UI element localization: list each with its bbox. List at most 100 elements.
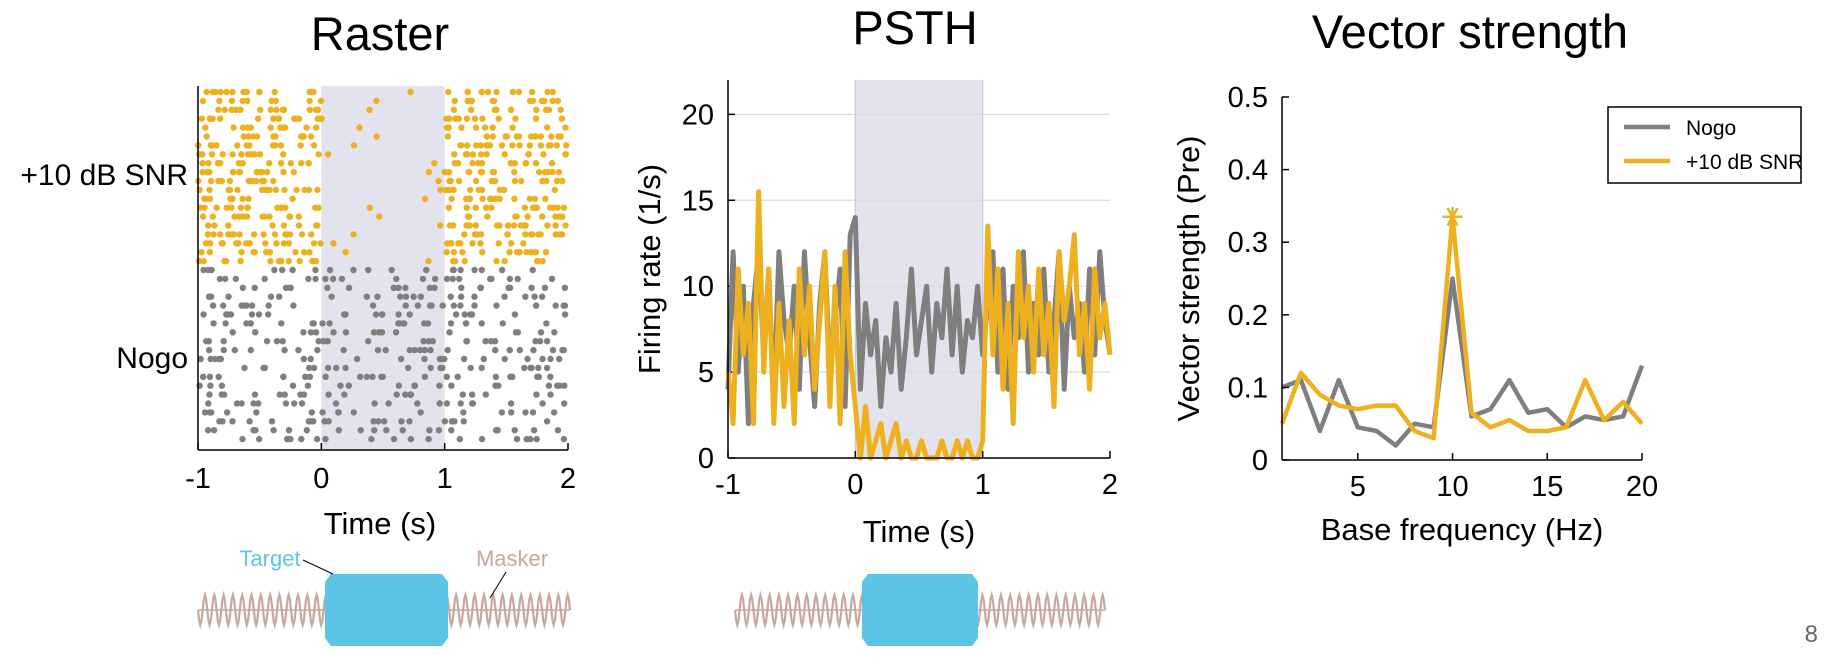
raster-spike: [472, 204, 479, 211]
raster-spike: [500, 186, 507, 194]
raster-spike: [251, 284, 258, 291]
raster-spike: [397, 355, 405, 363]
raster-spike: [450, 106, 458, 114]
raster-spike: [295, 346, 302, 354]
raster-spike: [271, 231, 279, 238]
psth-stimulus: [733, 574, 1107, 646]
raster-spike: [247, 320, 254, 327]
raster-spike: [510, 222, 518, 229]
raster-spike: [417, 293, 424, 300]
raster-spike: [289, 382, 297, 389]
raster-spike: [445, 186, 452, 194]
raster-spike: [493, 257, 500, 265]
raster-spike: [523, 249, 530, 256]
raster-spike: [244, 124, 251, 131]
vs-y-tick-label: 0.5: [1228, 82, 1268, 114]
raster-spike: [533, 435, 540, 443]
vs-legend-box: [1607, 106, 1802, 184]
raster-spike: [493, 88, 500, 96]
raster-spike: [477, 240, 484, 247]
raster-spike: [540, 151, 547, 158]
raster-spike: [230, 124, 237, 131]
raster-spike: [312, 329, 320, 336]
psth-y-tick-label: 0: [698, 443, 714, 475]
raster-spike: [539, 213, 546, 220]
raster-spike: [530, 346, 537, 354]
raster-spike: [295, 213, 302, 220]
raster-spike: [235, 213, 242, 220]
vs-significance-star: [1442, 206, 1463, 227]
raster-spike: [203, 133, 210, 140]
raster-spike: [477, 151, 485, 158]
raster-spike: [480, 355, 487, 363]
raster-spike: [285, 427, 293, 434]
raster-spike: [547, 391, 554, 398]
raster-spike: [539, 177, 546, 185]
raster-spike: [324, 364, 332, 372]
raster-spike: [342, 249, 349, 256]
raster-spike: [448, 427, 455, 434]
raster-spike: [457, 302, 464, 309]
raster-spike: [543, 418, 551, 425]
raster-spike: [521, 364, 528, 372]
raster-spike: [425, 435, 432, 443]
vs-x-label: Base frequency (Hz): [1321, 512, 1604, 547]
raster-spike: [463, 338, 470, 345]
raster-spike: [444, 133, 451, 140]
psth-series--10-db-snr: [725, 189, 1113, 461]
raster-spike: [260, 364, 267, 372]
raster-spike: [282, 400, 290, 407]
raster-spike: [237, 257, 244, 265]
raster-spike: [269, 222, 276, 229]
psth-x-label: Time (s): [863, 514, 976, 549]
raster-spike: [285, 257, 292, 265]
raster-spike: [483, 133, 490, 140]
raster-spike: [239, 195, 246, 202]
raster-spike: [209, 88, 216, 96]
raster-spike: [504, 231, 511, 238]
raster-spike: [478, 266, 485, 274]
raster-spike: [471, 293, 478, 300]
raster-spike: [446, 329, 453, 336]
raster-spike: [547, 373, 554, 380]
raster-spike: [250, 249, 257, 256]
raster-spike: [411, 346, 418, 354]
raster-spike: [373, 97, 380, 105]
raster-spike: [507, 106, 515, 114]
raster-spike: [365, 338, 372, 345]
raster-spike: [544, 88, 551, 96]
raster-spike: [277, 160, 285, 167]
raster-spike: [310, 257, 317, 265]
raster-spike: [363, 293, 370, 300]
raster-spike: [373, 133, 380, 140]
raster-spike: [228, 97, 236, 105]
raster-spike: [559, 346, 566, 354]
raster-spike: [252, 427, 259, 434]
raster-spike: [216, 275, 224, 283]
raster-spike: [333, 364, 340, 372]
raster-spike: [325, 418, 332, 425]
raster-spike: [280, 151, 287, 158]
raster-spike: [547, 204, 554, 211]
raster-spike: [398, 418, 405, 425]
raster-spike: [478, 435, 486, 443]
raster-spike: [372, 311, 380, 318]
raster-spike: [341, 391, 348, 398]
raster-spike: [268, 418, 276, 425]
raster-spike: [443, 275, 451, 283]
raster-spike: [280, 373, 287, 380]
raster-spike: [206, 391, 213, 398]
raster-spike: [401, 320, 408, 327]
raster-spike: [287, 435, 294, 443]
raster-spike: [447, 293, 454, 300]
raster-spike: [461, 311, 468, 318]
raster-spike: [390, 435, 398, 443]
raster-spike: [278, 204, 285, 211]
raster-spike: [539, 257, 546, 265]
raster-spike: [205, 346, 213, 354]
raster-spike: [513, 435, 521, 443]
vs-x-tick-label: 20: [1626, 471, 1658, 503]
raster-spike: [220, 346, 227, 354]
raster-spike: [298, 400, 306, 407]
raster-spike: [376, 213, 383, 220]
